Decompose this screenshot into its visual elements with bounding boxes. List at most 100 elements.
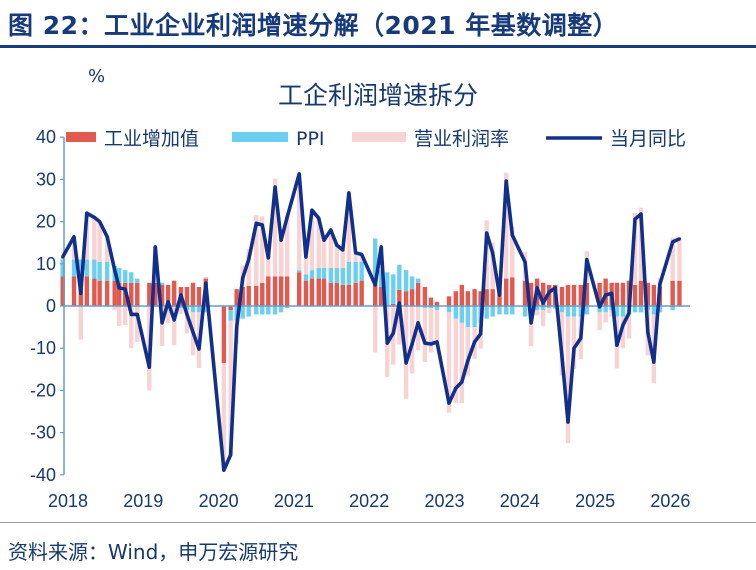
y-tick-label: 10: [36, 254, 56, 274]
bar-industrial-value-added: [522, 280, 528, 306]
bar-industrial-value-added: [104, 280, 110, 306]
bar-industrial-value-added: [272, 276, 278, 306]
bar-ppi: [71, 259, 77, 277]
line-point: [179, 293, 183, 297]
bar-ppi: [428, 306, 434, 309]
legend-label: 营业利润率: [414, 128, 509, 150]
line-point: [658, 282, 662, 286]
bar-ppi: [510, 306, 515, 315]
bar-industrial-value-added: [397, 289, 402, 306]
bar-industrial-value-added: [266, 276, 271, 306]
line-point: [98, 220, 102, 224]
bar-ppi: [60, 259, 65, 277]
line-point: [416, 321, 420, 325]
line-point: [129, 312, 133, 317]
line-point: [285, 215, 289, 219]
bar-industrial-value-added: [459, 284, 465, 306]
bar-operating-margin: [316, 218, 321, 269]
bar-industrial-value-added: [196, 287, 202, 306]
bar-ppi: [472, 306, 477, 328]
y-tick-label: 30: [36, 169, 56, 189]
line-point: [504, 179, 508, 183]
bar-industrial-value-added: [597, 282, 602, 306]
bar-industrial-value-added: [112, 280, 117, 306]
bar-operating-margin: [446, 312, 452, 413]
bar-operating-margin: [165, 306, 171, 323]
bar-industrial-value-added: [159, 284, 165, 306]
bar-industrial-value-added: [260, 282, 265, 306]
bar-industrial-value-added: [465, 291, 471, 306]
x-tick-label: 2020: [199, 491, 239, 511]
bar-industrial-value-added: [84, 276, 90, 306]
bar-ppi: [632, 306, 638, 313]
line-point: [523, 260, 527, 264]
line-point: [560, 355, 564, 359]
bar-ppi: [403, 270, 409, 292]
line-point: [204, 281, 208, 285]
line-point: [92, 215, 96, 219]
line-point: [373, 283, 377, 287]
bar-industrial-value-added: [334, 282, 340, 306]
line-point: [491, 251, 495, 255]
line-point: [639, 212, 643, 216]
bar-operating-margin: [246, 249, 251, 286]
bar-operating-margin: [353, 252, 358, 262]
bar-industrial-value-added: [340, 284, 346, 306]
bar-operating-margin: [112, 306, 117, 311]
line-point: [541, 301, 545, 305]
bar-industrial-value-added: [321, 278, 327, 306]
line-point: [241, 276, 245, 280]
bar-operating-margin: [340, 249, 346, 269]
bar-industrial-value-added: [453, 291, 458, 306]
bar-ppi: [459, 306, 465, 323]
bar-industrial-value-added: [504, 278, 509, 306]
legend-label: PPI: [296, 128, 325, 150]
bar-ppi: [657, 306, 663, 313]
bar-industrial-value-added: [645, 282, 651, 306]
line-point: [229, 453, 233, 457]
bar-ppi: [571, 306, 577, 317]
bar-industrial-value-added: [677, 280, 682, 306]
bar-operating-margin: [97, 221, 102, 262]
line-point: [485, 231, 489, 235]
bar-ppi: [522, 306, 528, 317]
bar-ppi: [246, 306, 251, 317]
bar-industrial-value-added: [71, 276, 77, 306]
bar-industrial-value-added: [165, 284, 171, 306]
line-point: [572, 346, 576, 350]
bar-operating-margin: [296, 173, 302, 271]
legend-item-industrial-value-added: 工业增加值: [66, 128, 199, 150]
line-point: [235, 325, 239, 329]
bar-operating-margin: [78, 306, 84, 340]
bar-operating-margin: [135, 306, 140, 342]
source-note: 资料来源：Wind，申万宏源研究: [8, 540, 299, 564]
bar-ppi: [316, 268, 321, 279]
legend-swatch: [352, 132, 406, 142]
x-tick-label: 2023: [424, 491, 464, 511]
source-divider: [0, 522, 756, 523]
bar-operating-margin: [278, 233, 284, 277]
line-point: [185, 312, 189, 317]
bar-ppi: [651, 306, 657, 315]
line-point: [423, 341, 427, 345]
line-point: [360, 252, 364, 257]
line-point: [317, 216, 321, 220]
line-point: [652, 360, 656, 364]
bar-industrial-value-added: [510, 277, 515, 306]
bar-operating-margin: [129, 306, 134, 349]
bar-ppi: [296, 270, 302, 273]
line-point: [335, 243, 339, 247]
legend-item-monthly-yoy: 当月同比: [546, 128, 686, 150]
line-point: [254, 221, 258, 225]
line-point: [329, 228, 333, 232]
line-point: [646, 330, 650, 334]
bar-operating-margin: [284, 215, 290, 277]
bar-industrial-value-added: [246, 285, 251, 306]
series-line-monthly-yoy: [61, 172, 681, 473]
line-point: [610, 291, 614, 295]
line-point: [429, 342, 433, 346]
line-point: [304, 255, 308, 259]
line-point: [172, 318, 176, 322]
bar-operating-margin: [632, 212, 638, 285]
line-point: [621, 323, 625, 327]
